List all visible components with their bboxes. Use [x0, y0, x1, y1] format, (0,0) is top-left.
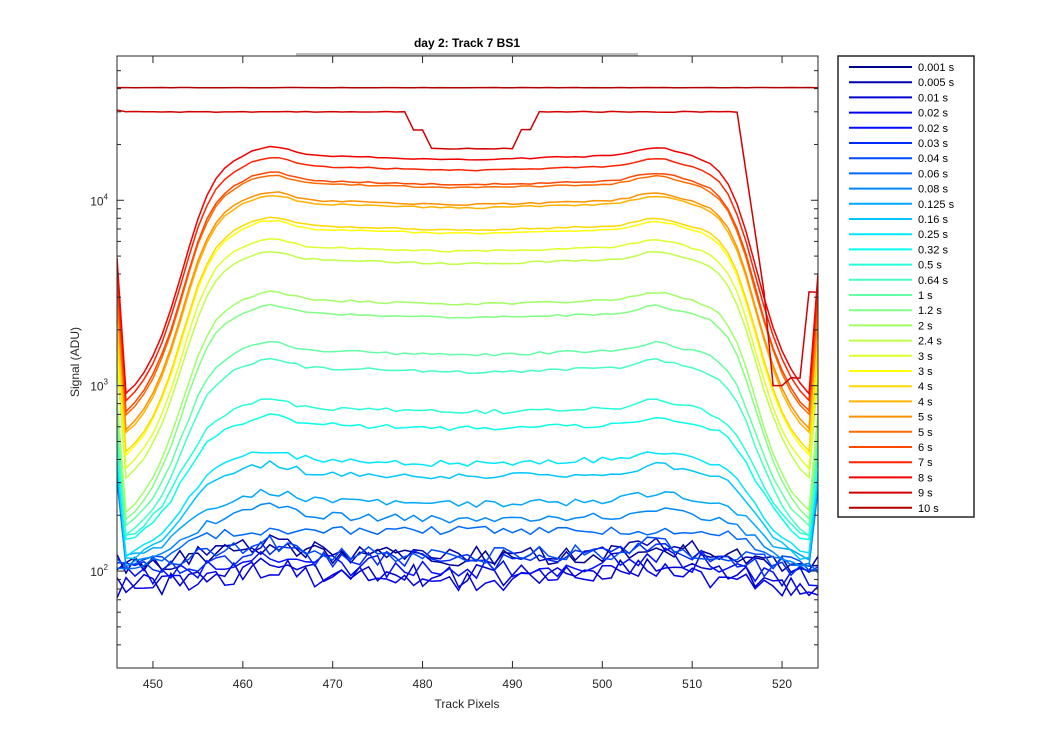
y-tick-label: 102: [90, 563, 108, 579]
series-line: [117, 557, 818, 597]
legend-label: 0.5 s: [918, 260, 942, 272]
legend-label: 9 s: [918, 488, 933, 500]
legend-label: 0.03 s: [918, 138, 948, 150]
legend-label: 0.001 s: [918, 62, 955, 74]
legend-label: 0.04 s: [918, 153, 948, 165]
legend: 0.001 s 0.005 s 0.01 s 0.02 s 0.02 s 0.03 s 0.…: [837, 55, 975, 518]
legend-label: 0.06 s: [918, 168, 948, 180]
x-tick-label: 470: [323, 677, 343, 691]
series-line: [117, 303, 818, 521]
plot-area: 450 460 470 480 490 500 510 520 102 103 104: [90, 53, 819, 691]
series-line: [117, 540, 818, 578]
series-line: [117, 459, 818, 561]
title-highlight-bar: [296, 53, 638, 56]
series-line: [117, 194, 818, 434]
legend-label: 8 s: [918, 472, 933, 484]
series-line: [117, 290, 818, 514]
legend-label: 1 s: [918, 290, 933, 302]
y-tick-label: 104: [90, 192, 108, 208]
chart-title: day 2: Track 7 BS1: [414, 36, 520, 50]
legend-label: 0.125 s: [918, 199, 955, 211]
series-line: [117, 357, 818, 538]
x-tick-label: 500: [592, 677, 612, 691]
series-line: [117, 219, 818, 458]
series-line: [117, 451, 818, 558]
legend-label: 7 s: [918, 457, 933, 469]
series-line: [117, 238, 818, 471]
legend-label: 4 s: [918, 396, 933, 408]
series-line: [117, 251, 818, 480]
legend-label: 5 s: [918, 427, 933, 439]
legend-label: 10 s: [918, 503, 939, 515]
series-line: [117, 558, 818, 599]
series-layer: [117, 86, 818, 599]
legend-label: 1.2 s: [918, 305, 942, 317]
legend-label: 3 s: [918, 366, 933, 378]
x-tick-label: 460: [233, 677, 253, 691]
series-line: [117, 470, 818, 562]
series-line: [117, 109, 818, 387]
series-line: [117, 216, 818, 454]
series-line: [117, 174, 818, 417]
legend-label: 6 s: [918, 442, 933, 454]
axes-frame: [116, 55, 819, 669]
x-tick-label: 450: [143, 677, 163, 691]
legend-label: 2 s: [918, 320, 933, 332]
legend-label: 0.32 s: [918, 244, 948, 256]
series-line: [117, 340, 818, 528]
series-line: [117, 525, 818, 574]
legend-label: 3 s: [918, 351, 933, 363]
legend-label: 0.25 s: [918, 229, 948, 241]
legend-label: 0.005 s: [918, 77, 955, 89]
series-line: [117, 413, 818, 541]
legend-label: 0.64 s: [918, 275, 948, 287]
legend-label: 0.16 s: [918, 214, 948, 226]
legend-label: 5 s: [918, 412, 933, 424]
series-line: [117, 171, 818, 414]
x-tick-label: 510: [682, 677, 702, 691]
series-line: [117, 534, 818, 572]
series-line: [117, 398, 818, 537]
x-axis: 450 460 470 480 490 500 510 520: [143, 56, 792, 691]
legend-label: 4 s: [918, 381, 933, 393]
legend-label: 0.08 s: [918, 184, 948, 196]
series-line: [117, 479, 818, 569]
legend-label: 0.02 s: [918, 108, 948, 120]
series-line: [117, 547, 818, 588]
x-tick-label: 490: [502, 677, 522, 691]
y-axis-label: Signal (ADU): [68, 327, 82, 397]
legend-label: 2.4 s: [918, 336, 942, 348]
y-tick-label: 103: [90, 378, 108, 394]
x-tick-label: 480: [413, 677, 433, 691]
x-tick-label: 520: [772, 677, 792, 691]
legend-box: [837, 55, 975, 518]
x-axis-label: Track Pixels: [435, 697, 500, 711]
series-line: [117, 156, 818, 403]
legend-label: 0.01 s: [918, 92, 948, 104]
series-line: [117, 145, 818, 396]
series-line: [117, 191, 818, 432]
legend-label: 0.02 s: [918, 123, 948, 135]
y-axis: 102 103 104: [90, 55, 818, 669]
